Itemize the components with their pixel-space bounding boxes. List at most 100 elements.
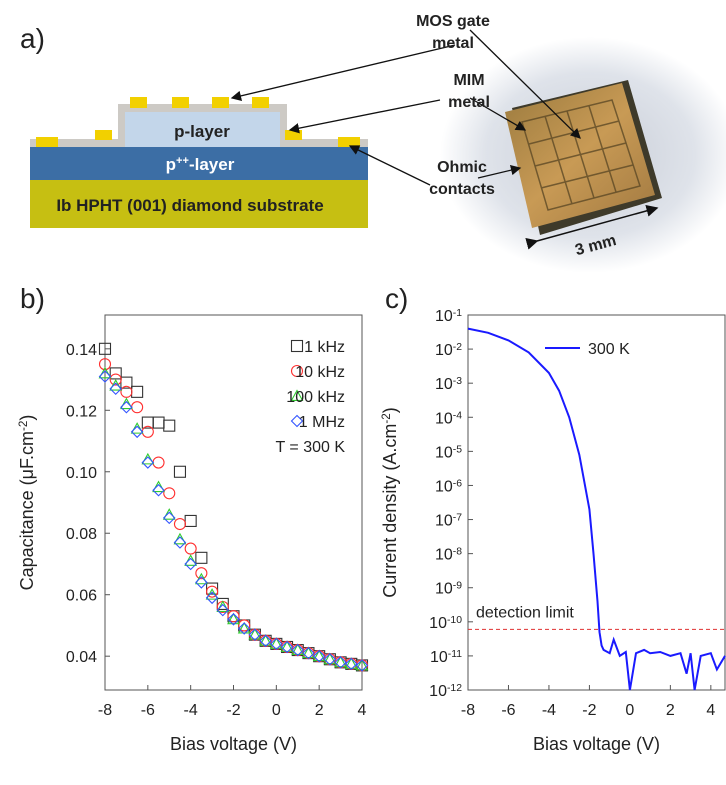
y-tick-label-part: 10 [435,308,453,325]
x-tick-label: 0 [625,702,634,719]
marker [195,551,208,564]
y-tick-label-part: -12 [447,683,462,694]
marker [130,425,144,439]
marker [205,591,219,605]
marker [334,656,347,669]
y-tick-label: 0.06 [66,588,97,605]
marker [98,358,112,371]
y-axis-title: Current density (A.cm-2) [380,407,401,597]
pplus-label: p++-layer [166,155,235,174]
y-axis-title-part: Current density (A.cm [380,424,400,598]
marker [152,456,165,469]
y-tick-label-part: -2 [453,342,462,353]
x-tick-label: -2 [226,702,240,719]
marker [216,600,230,612]
y-tick-label-part: 10 [435,376,453,393]
marker [130,422,144,434]
marker [291,643,305,655]
marker [237,622,251,635]
marker [162,511,176,525]
x-tick-label: 2 [315,702,324,719]
y-axis-title-part: -2 [17,421,30,431]
y-tick-label-part: -11 [448,648,462,659]
x-tick-label: 0 [272,702,281,719]
substrate-layer [30,180,368,228]
y-tick-label: 0.10 [66,465,97,482]
marker [216,597,229,610]
y-tick-label-part: 10 [435,478,453,495]
p-layer-label: p-layer [174,122,230,141]
x-axis-title: Bias voltage (V) [533,734,660,754]
y-axis-title: Capacitance (μF.cm-2) [17,415,38,591]
marker [291,643,305,657]
y-tick-label: 10-5 [435,444,462,462]
marker [152,480,165,493]
y-tick-label: 10-6 [435,478,462,496]
marker [195,567,208,580]
y-tick-label-part: 10 [435,342,453,359]
y-tick-label-part: -4 [453,410,462,421]
y-tick-label-part: 10 [435,513,453,530]
x-tick-label: -2 [582,702,596,719]
marker [216,600,229,614]
y-tick-label-part: -8 [453,546,462,557]
y-tick-label: 0.08 [66,526,97,543]
marker [162,508,176,520]
pplus-label-part: -layer [189,155,235,174]
y-tick-label-part: -9 [453,580,462,591]
y-tick-label-part: -6 [453,478,462,489]
x-tick-label: -8 [98,702,112,719]
x-tick-label: -4 [542,702,556,719]
legend-label: 1 kHz [304,339,345,356]
chip-photo [440,37,726,273]
y-tick-label: 0.14 [66,342,97,359]
x-tick-label: -8 [461,702,475,719]
marker [270,637,283,651]
marker [195,576,208,589]
marker [290,389,304,401]
marker [109,379,123,391]
marker [194,572,208,585]
marker [237,621,251,634]
y-tick-label: 10-1 [435,308,462,326]
marker [173,465,187,478]
annotation: T = 300 K [275,439,345,456]
marker [119,397,133,410]
marker [270,637,283,650]
y-axis-title-part: Capacitance (μF.cm [17,431,37,590]
marker [334,656,347,669]
y-tick-label-part: 10 [435,410,453,427]
marker [248,628,261,641]
detection-limit-label: detection limit [476,604,574,621]
pplus-layer [30,146,368,180]
marker [184,514,197,527]
marker [131,401,144,414]
plot-frame [467,314,726,691]
marker [98,366,112,379]
callout-label: MOS gate [416,13,490,30]
marker [163,419,176,432]
marker [323,653,336,666]
x-tick-label: -4 [184,702,198,719]
marker [152,483,165,497]
marker [291,643,304,657]
legend-label: 1 MHz [299,414,345,431]
marker [109,373,122,386]
legend-label: 10 kHz [295,364,345,381]
y-tick-label-part: -1 [453,308,462,319]
marker [345,657,358,670]
x-axis-title: Bias voltage (V) [170,734,297,754]
marker [334,655,348,668]
callout-label: metal [448,94,490,111]
y-tick-label-part: -7 [453,512,462,523]
y-tick-label: 10-10 [429,614,462,632]
x-tick-label: 2 [666,702,675,719]
x-tick-label: 4 [358,702,367,719]
callout-label: contacts [429,181,495,198]
data-line [467,327,726,691]
marker [131,385,144,398]
substrate-label: Ib HPHT (001) diamond substrate [56,196,323,215]
y-axis-title-part: -2 [380,413,393,423]
marker [184,557,197,571]
marker [302,646,315,660]
